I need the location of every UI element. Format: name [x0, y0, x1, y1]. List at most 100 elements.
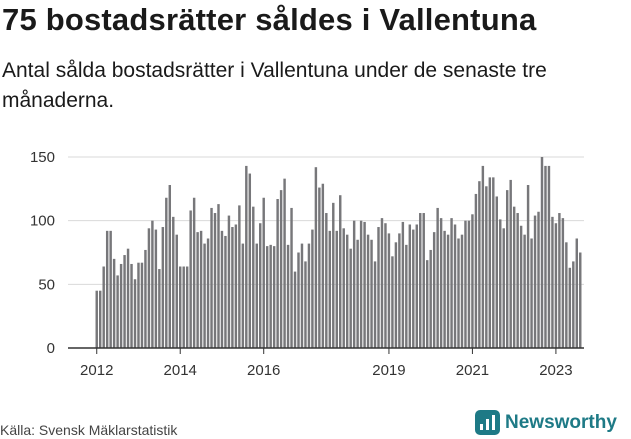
bar	[537, 211, 540, 348]
bar	[384, 223, 387, 348]
bar	[314, 167, 318, 348]
bar	[269, 244, 272, 348]
bar	[512, 206, 516, 348]
bar	[415, 224, 418, 348]
bar	[196, 232, 199, 348]
bar	[377, 227, 380, 348]
brand-name: Newsworthy	[505, 411, 617, 433]
bar	[457, 238, 460, 348]
bar	[144, 249, 147, 348]
y-tick-label: 50	[38, 276, 55, 293]
bar	[460, 234, 464, 348]
bar	[147, 228, 151, 348]
bar	[485, 186, 488, 348]
bar	[335, 230, 338, 348]
bar	[241, 243, 245, 348]
x-tick-label: 2021	[456, 362, 489, 379]
brand-logo: Newsworthy	[475, 410, 617, 435]
bar	[366, 234, 370, 348]
bar	[443, 230, 446, 348]
bar	[99, 290, 102, 348]
bar	[318, 187, 321, 348]
bar	[252, 206, 255, 348]
bar	[165, 197, 168, 348]
bar	[328, 230, 332, 348]
bar	[471, 214, 474, 348]
bar	[349, 248, 352, 348]
source-note: Källa: Svensk Mäklarstatistik	[0, 422, 178, 438]
bar	[339, 195, 342, 348]
bar	[495, 196, 498, 348]
bar	[387, 233, 391, 348]
bar	[133, 279, 137, 348]
bar	[509, 179, 512, 348]
bar	[279, 190, 283, 348]
bar	[342, 228, 345, 348]
bar	[182, 266, 185, 348]
bar	[293, 271, 297, 348]
bar	[206, 238, 210, 348]
bar	[311, 229, 314, 348]
bar	[290, 207, 293, 348]
bar	[220, 230, 224, 348]
bar	[231, 227, 234, 348]
bar	[158, 269, 161, 348]
bar	[551, 216, 554, 348]
bar	[544, 165, 547, 348]
bar	[109, 230, 112, 348]
bar	[272, 246, 276, 348]
bar	[478, 181, 481, 348]
bar	[123, 255, 126, 348]
bar	[119, 263, 123, 348]
bar	[432, 232, 436, 348]
bar	[116, 275, 119, 348]
data-label: 75	[588, 0, 607, 4]
bar	[422, 213, 425, 348]
bar	[419, 213, 422, 348]
bar	[307, 243, 311, 348]
bar	[151, 220, 154, 348]
bar	[286, 244, 290, 348]
bar	[568, 267, 572, 348]
bar	[481, 165, 485, 348]
bar	[519, 225, 523, 348]
bar	[185, 266, 189, 348]
bar	[192, 197, 196, 348]
bar	[533, 215, 537, 348]
bar	[175, 234, 178, 348]
bar	[297, 252, 300, 348]
bar	[405, 244, 408, 348]
bar	[95, 290, 98, 348]
bar	[467, 220, 471, 348]
bar	[210, 207, 213, 348]
bar	[238, 205, 241, 348]
bar	[425, 260, 429, 348]
bar	[558, 213, 561, 348]
y-tick-label: 150	[30, 149, 55, 166]
bar	[321, 183, 325, 348]
bar	[450, 218, 453, 348]
bar	[530, 238, 533, 348]
bar	[126, 248, 130, 348]
bar	[262, 197, 265, 348]
bar	[356, 239, 359, 348]
bar	[102, 266, 105, 348]
bar	[283, 178, 286, 348]
bar	[401, 221, 405, 348]
bar	[276, 199, 279, 348]
bar	[248, 173, 252, 348]
bar	[446, 234, 450, 348]
chart-subtitle: Antal sålda bostadsrätter i Vallentuna u…	[2, 59, 547, 112]
bar	[408, 224, 412, 348]
bar	[140, 262, 144, 348]
bar	[161, 227, 165, 348]
bar	[464, 220, 467, 348]
bar	[370, 239, 373, 348]
x-tick-label: 2012	[80, 362, 113, 379]
bar	[373, 261, 377, 348]
bar	[199, 230, 203, 348]
newsworthy-logo-icon	[475, 410, 500, 435]
bar	[130, 263, 133, 348]
bar	[304, 261, 307, 348]
